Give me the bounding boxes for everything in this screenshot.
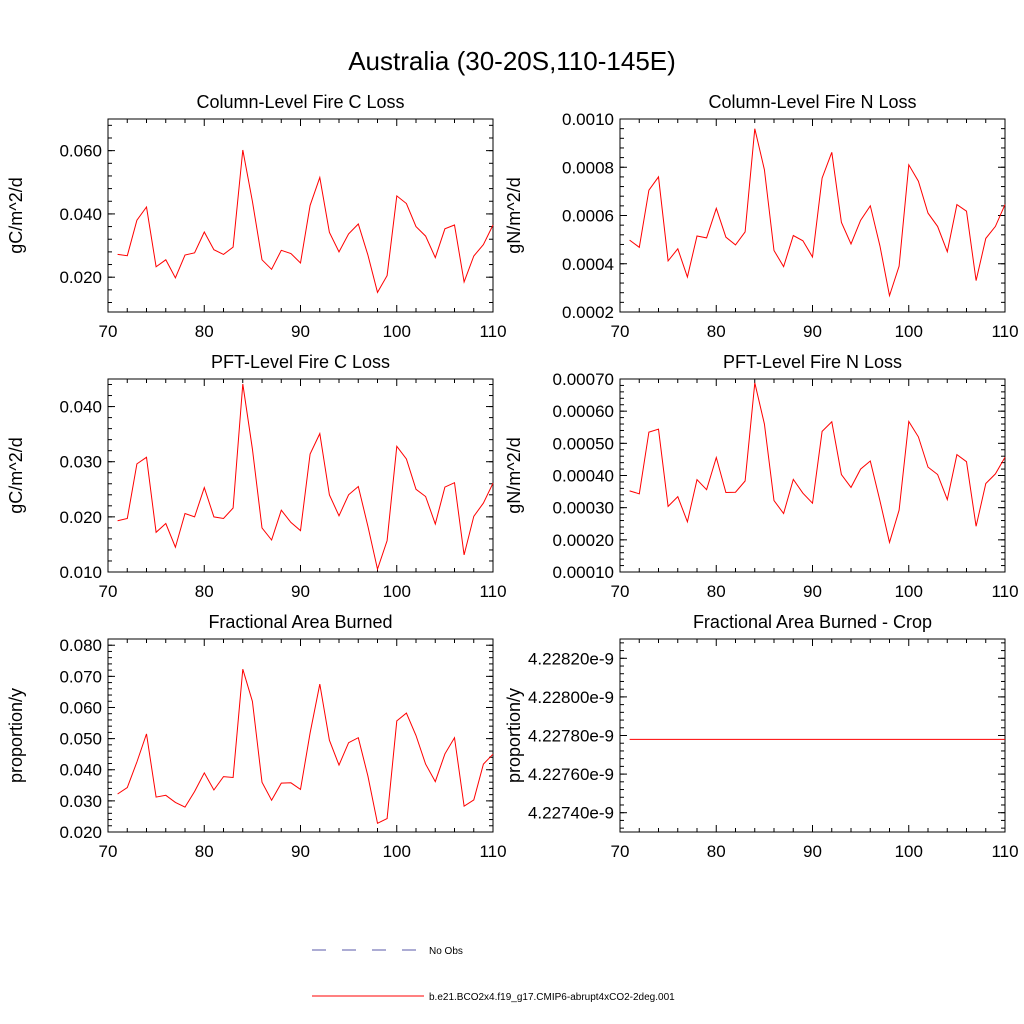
legend-item: b.e21.BCO2x4.f19_g17.CMIP6-abrupt4xCO2-2…: [312, 992, 675, 1003]
y-tick-label: 0.040: [59, 761, 102, 780]
series-line: [629, 128, 1006, 298]
x-tick-label: 90: [291, 322, 310, 341]
x-tick-label: 110: [991, 322, 1018, 341]
panel-title: PFT-Level Fire N Loss: [723, 352, 902, 372]
series-line: [117, 149, 494, 294]
y-tick-label: 0.0006: [562, 207, 614, 226]
y-axis-label: proportion/y: [504, 688, 524, 783]
y-tick-label: 0.060: [59, 698, 102, 717]
x-tick-label: 70: [611, 842, 630, 861]
legend: No Obs b.e21.BCO2x4.f19_g17.CMIP6-abrupt4…: [312, 946, 675, 1003]
y-tick-label: 0.00020: [553, 531, 614, 550]
y-tick-label: 4.22780e-9: [528, 727, 614, 746]
panel-frac-area-burned-crop: 70 80 90 100 110 4.22740e-9 4.22760e-9 4.22780e…: [504, 612, 1019, 861]
y-axis-label: gN/m^2/d: [504, 437, 524, 513]
panel-col-fire-n: 70 80 90 100 110 0.0002 0.0004 0.0006 0.0008 0.00…: [504, 92, 1019, 341]
y-tick-label: 0.010: [59, 563, 102, 582]
panel-pft-fire-n: 70 80 90 100 110 0.00010 0.00020 0.00030 0.00040…: [504, 352, 1019, 601]
x-tick-label: 100: [895, 322, 923, 341]
x-tick-label: 90: [291, 842, 310, 861]
y-tick-label: 0.0010: [562, 110, 614, 129]
x-tick-label: 100: [895, 582, 923, 601]
figure-title: Australia (30-20S,110-145E): [348, 46, 676, 76]
y-tick-label: 0.020: [59, 823, 102, 842]
y-tick-label: 4.22800e-9: [528, 688, 614, 707]
x-tick-label: 110: [991, 842, 1018, 861]
y-tick-label: 0.00010: [553, 563, 614, 582]
panel-col-fire-c: 70 80 90 100 110 0.020 0.040 0.060 Column-Level …: [6, 92, 507, 341]
y-tick-label: 0.00070: [553, 370, 614, 389]
legend-label: b.e21.BCO2x4.f19_g17.CMIP6-abrupt4xCO2-2…: [429, 992, 675, 1003]
y-tick-label: 4.22760e-9: [528, 765, 614, 784]
plot-frame: [107, 638, 494, 833]
y-tick-label: 0.050: [59, 730, 102, 749]
panel-grid: 70 80 90 100 110 0.020 0.040 0.060 Column-Level …: [6, 92, 1019, 861]
series-line: [629, 382, 1006, 545]
y-tick-label: 0.020: [59, 268, 102, 287]
x-tick-label: 80: [707, 322, 726, 341]
panel-title: Column-Level Fire C Loss: [196, 92, 404, 112]
y-tick-label: 0.040: [59, 398, 102, 417]
x-tick-label: 80: [707, 582, 726, 601]
y-tick-label: 0.00040: [553, 467, 614, 486]
y-axis-label: gN/m^2/d: [504, 177, 524, 253]
panel-title: Column-Level Fire N Loss: [708, 92, 916, 112]
x-tick-label: 80: [195, 842, 214, 861]
x-tick-label: 70: [99, 582, 118, 601]
x-tick-label: 110: [479, 842, 506, 861]
panel-title: Fractional Area Burned - Crop: [693, 612, 932, 632]
y-tick-label: 0.080: [59, 636, 102, 655]
y-tick-label: 0.00030: [553, 499, 614, 518]
x-tick-label: 80: [707, 842, 726, 861]
y-axis-label: proportion/y: [6, 688, 26, 783]
y-tick-label: 0.0008: [562, 158, 614, 177]
x-tick-label: 110: [479, 322, 506, 341]
y-tick-label: 0.060: [59, 142, 102, 161]
y-axis-label: gC/m^2/d: [6, 177, 26, 253]
y-tick-label: 0.070: [59, 667, 102, 686]
plot-frame: [619, 118, 1006, 313]
plot-frame: [107, 378, 494, 573]
series-line: [117, 669, 494, 825]
panel-frac-area-burned: 70 80 90 100 110 0.020 0.030 0.040 0.050 0.060 0.0…: [6, 612, 507, 861]
x-tick-label: 80: [195, 322, 214, 341]
legend-item: No Obs: [312, 946, 463, 957]
y-tick-label: 0.00050: [553, 434, 614, 453]
x-tick-label: 70: [99, 322, 118, 341]
plot-frame: [107, 118, 494, 313]
series-line: [117, 383, 494, 572]
y-tick-label: 4.22820e-9: [528, 649, 614, 668]
y-tick-label: 0.0002: [562, 303, 614, 322]
x-tick-label: 100: [895, 842, 923, 861]
y-tick-label: 0.020: [59, 508, 102, 527]
y-tick-label: 0.030: [59, 453, 102, 472]
y-tick-label: 0.040: [59, 205, 102, 224]
plot-frame: [619, 638, 1006, 833]
x-tick-label: 70: [99, 842, 118, 861]
plot-frame: [619, 378, 1006, 573]
panel-title: PFT-Level Fire C Loss: [211, 352, 390, 372]
panel-pft-fire-c: 70 80 90 100 110 0.010 0.020 0.030 0.040 PFT-Leve…: [6, 352, 507, 601]
panel-title: Fractional Area Burned: [208, 612, 392, 632]
x-tick-label: 100: [383, 582, 411, 601]
x-tick-label: 70: [611, 322, 630, 341]
x-tick-label: 90: [803, 322, 822, 341]
x-tick-label: 70: [611, 582, 630, 601]
legend-label: No Obs: [429, 946, 463, 957]
x-tick-label: 110: [479, 582, 506, 601]
y-tick-label: 0.00060: [553, 402, 614, 421]
y-tick-label: 0.030: [59, 792, 102, 811]
x-tick-label: 90: [803, 582, 822, 601]
x-tick-label: 110: [991, 582, 1018, 601]
y-tick-label: 0.0004: [562, 255, 614, 274]
x-tick-label: 100: [383, 322, 411, 341]
x-tick-label: 80: [195, 582, 214, 601]
x-tick-label: 100: [383, 842, 411, 861]
x-tick-label: 90: [803, 842, 822, 861]
y-axis-label: gC/m^2/d: [6, 437, 26, 513]
x-tick-label: 90: [291, 582, 310, 601]
y-tick-label: 4.22740e-9: [528, 804, 614, 823]
